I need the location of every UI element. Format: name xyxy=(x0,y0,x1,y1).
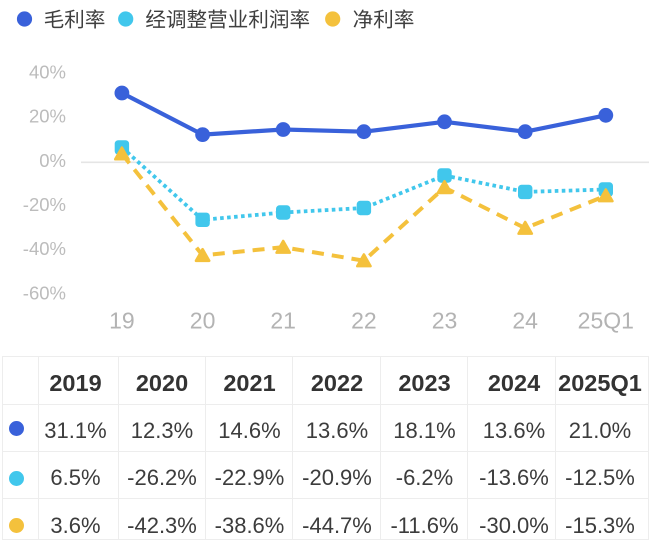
svg-text:22: 22 xyxy=(351,308,377,334)
svg-text:0%: 0% xyxy=(39,150,66,171)
svg-text:25Q1: 25Q1 xyxy=(578,308,634,334)
svg-text:23: 23 xyxy=(432,308,458,334)
svg-text:-20%: -20% xyxy=(23,194,66,215)
svg-text:24: 24 xyxy=(512,308,538,334)
svg-text:40%: 40% xyxy=(29,61,66,82)
svg-text:-60%: -60% xyxy=(23,282,66,303)
svg-text:-40%: -40% xyxy=(23,238,66,259)
svg-text:20%: 20% xyxy=(29,106,66,127)
svg-text:21: 21 xyxy=(270,308,296,334)
svg-text:20: 20 xyxy=(190,308,216,334)
svg-text:19: 19 xyxy=(109,308,135,334)
